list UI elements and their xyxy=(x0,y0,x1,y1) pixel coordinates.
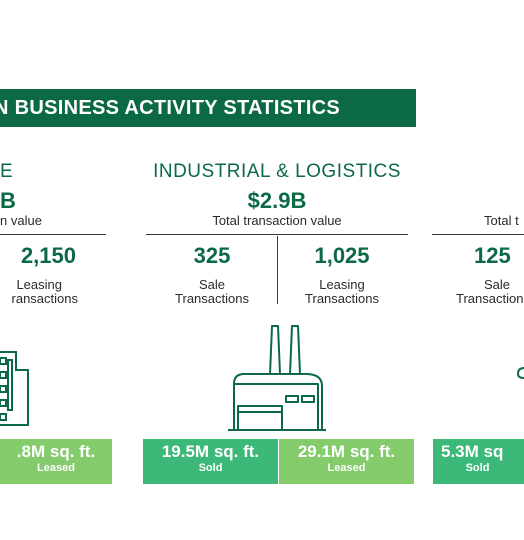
right-sale-label-line1: Sale xyxy=(484,278,511,292)
right-sale-label-line2: Transaction xyxy=(456,291,524,306)
industrial-sale-number: 325 xyxy=(193,243,231,268)
industrial-leasing-number: 1,025 xyxy=(314,243,370,268)
banner-title: N BUSINESS ACTIVITY STATISTICS xyxy=(0,97,341,119)
industrial-sold-label: Sold xyxy=(198,462,223,474)
industrial-leasing-label-line1: Leasing xyxy=(319,277,365,292)
industrial-leasing-label: Leasing Transactions xyxy=(280,278,404,306)
left-leasing-label-line1: Leasing xyxy=(16,277,62,292)
left-leased-box: .8M sq. ft. Leased xyxy=(0,439,112,484)
left-leasing-label-line2: ransactions xyxy=(11,291,78,306)
industrial-leased-area: 29.1M sq. ft. xyxy=(297,442,396,461)
industrial-sale-label: Sale Transactions xyxy=(150,278,274,306)
right-sold-label: Sold xyxy=(465,462,490,474)
industrial-total-value: $2.9B xyxy=(247,188,307,213)
industrial-leased-label: Leased xyxy=(327,462,366,474)
left-sector-title: E xyxy=(0,161,14,182)
right-sale-number: 125 xyxy=(474,243,511,268)
left-total-label: n value xyxy=(0,213,42,228)
right-divider xyxy=(432,234,524,235)
left-leased-area: .8M sq. ft. xyxy=(16,442,96,461)
left-leasing-label: Leasing ransactions xyxy=(0,278,78,306)
industrial-sale-label-line1: Sale xyxy=(198,277,226,292)
industrial-total-label: Total transaction value xyxy=(212,213,342,228)
industrial-divider xyxy=(146,234,408,235)
right-sale-label: Sale Transaction xyxy=(456,278,524,306)
industrial-sold-area: 19.5M sq. ft. xyxy=(161,442,260,461)
left-total-value: B xyxy=(0,188,16,213)
factory-icon xyxy=(228,325,326,431)
left-leasing-number: 2,150 xyxy=(20,243,76,268)
right-total-label: Total t xyxy=(484,213,519,228)
section-banner: N BUSINESS ACTIVITY STATISTICS xyxy=(0,89,416,127)
right-sold-area: 5.3M sq xyxy=(441,442,504,461)
right-sold-box: 5.3M sq Sold xyxy=(433,439,524,484)
office-building-icon xyxy=(0,351,29,426)
industrial-vertical-divider xyxy=(277,236,278,304)
partial-icon xyxy=(516,367,524,379)
industrial-sale-label-line2: Transactions xyxy=(175,291,249,306)
industrial-leasing-label-line2: Transactions xyxy=(305,291,379,306)
left-leased-label: Leased xyxy=(37,462,75,474)
industrial-sold-box: 19.5M sq. ft. Sold xyxy=(143,439,278,484)
industrial-sector-title: INDUSTRIAL & LOGISTICS xyxy=(153,161,401,182)
left-divider xyxy=(0,234,106,235)
industrial-leased-box: 29.1M sq. ft. Leased xyxy=(279,439,414,484)
